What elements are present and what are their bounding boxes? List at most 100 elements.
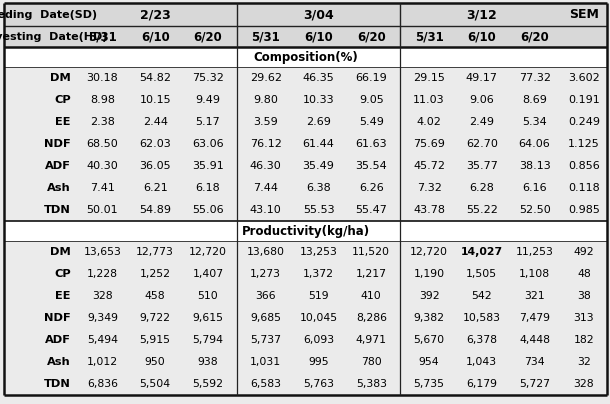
- Text: 9.80: 9.80: [253, 95, 278, 105]
- Text: 5.17: 5.17: [196, 117, 220, 127]
- Text: 328: 328: [92, 291, 113, 301]
- Text: 4,971: 4,971: [356, 335, 387, 345]
- Text: 542: 542: [472, 291, 492, 301]
- Bar: [4, 26, 607, 47]
- Text: 6,583: 6,583: [250, 379, 281, 389]
- Text: 38.13: 38.13: [518, 161, 550, 171]
- Text: 68.50: 68.50: [87, 139, 118, 149]
- Text: 0.985: 0.985: [568, 205, 600, 215]
- Text: 11.03: 11.03: [413, 95, 445, 105]
- Text: 1,043: 1,043: [466, 357, 497, 367]
- Text: 45.72: 45.72: [413, 161, 445, 171]
- Text: 32: 32: [577, 357, 591, 367]
- Text: 64.06: 64.06: [518, 139, 550, 149]
- Text: 9,382: 9,382: [414, 313, 445, 323]
- Text: CP: CP: [54, 269, 71, 279]
- Text: Composition(%): Composition(%): [253, 50, 358, 63]
- Text: 5,670: 5,670: [414, 335, 445, 345]
- Text: 734: 734: [525, 357, 545, 367]
- Text: 35.54: 35.54: [356, 161, 387, 171]
- Text: 12,720: 12,720: [189, 247, 227, 257]
- Text: 328: 328: [573, 379, 594, 389]
- Text: 35.49: 35.49: [303, 161, 334, 171]
- Text: 49.17: 49.17: [466, 73, 498, 83]
- Bar: [4, 221, 607, 241]
- Text: 29.15: 29.15: [413, 73, 445, 83]
- Text: 46.35: 46.35: [303, 73, 334, 83]
- Text: 492: 492: [573, 247, 594, 257]
- Text: 3/04: 3/04: [303, 8, 334, 21]
- Text: EE: EE: [56, 291, 71, 301]
- Text: EE: EE: [56, 117, 71, 127]
- Text: 0.249: 0.249: [568, 117, 600, 127]
- Text: NDF: NDF: [45, 313, 71, 323]
- Text: 11,253: 11,253: [515, 247, 553, 257]
- Text: 6/20: 6/20: [520, 30, 549, 43]
- Text: 5,737: 5,737: [250, 335, 281, 345]
- Text: Productivity(kg/ha): Productivity(kg/ha): [242, 225, 370, 238]
- Text: 5,494: 5,494: [87, 335, 118, 345]
- Text: 7,479: 7,479: [519, 313, 550, 323]
- Text: 6.38: 6.38: [306, 183, 331, 193]
- Text: 2/23: 2/23: [140, 8, 171, 21]
- Text: 14,027: 14,027: [461, 247, 503, 257]
- Text: 1,273: 1,273: [250, 269, 281, 279]
- Text: 6/20: 6/20: [357, 30, 386, 43]
- Text: 938: 938: [198, 357, 218, 367]
- Text: 458: 458: [145, 291, 165, 301]
- Text: 6/20: 6/20: [193, 30, 222, 43]
- Text: 12,720: 12,720: [410, 247, 448, 257]
- Text: 5/31: 5/31: [251, 30, 280, 43]
- Text: 66.19: 66.19: [356, 73, 387, 83]
- Text: 36.05: 36.05: [139, 161, 171, 171]
- Text: 6.26: 6.26: [359, 183, 384, 193]
- Text: 0.856: 0.856: [568, 161, 600, 171]
- Text: 8.69: 8.69: [522, 95, 547, 105]
- Text: 13,653: 13,653: [84, 247, 121, 257]
- Text: 77.32: 77.32: [518, 73, 551, 83]
- Text: 55.47: 55.47: [356, 205, 387, 215]
- Text: 780: 780: [361, 357, 382, 367]
- Text: 43.78: 43.78: [413, 205, 445, 215]
- Text: 5,383: 5,383: [356, 379, 387, 389]
- Text: 2.69: 2.69: [306, 117, 331, 127]
- Text: 35.77: 35.77: [466, 161, 498, 171]
- Text: 35.91: 35.91: [192, 161, 224, 171]
- Text: 5,794: 5,794: [192, 335, 223, 345]
- Text: 7.32: 7.32: [417, 183, 442, 193]
- Text: 8.98: 8.98: [90, 95, 115, 105]
- Text: 5,592: 5,592: [192, 379, 223, 389]
- Text: 182: 182: [573, 335, 594, 345]
- Text: 1,190: 1,190: [414, 269, 445, 279]
- Text: 954: 954: [418, 357, 439, 367]
- Text: 2.49: 2.49: [469, 117, 494, 127]
- Text: 8,286: 8,286: [356, 313, 387, 323]
- Text: 55.22: 55.22: [466, 205, 498, 215]
- Text: 50.01: 50.01: [87, 205, 118, 215]
- Text: 55.53: 55.53: [303, 205, 334, 215]
- Text: Ash: Ash: [47, 357, 71, 367]
- Text: 6.21: 6.21: [143, 183, 168, 193]
- Text: 62.03: 62.03: [139, 139, 171, 149]
- Text: 10,583: 10,583: [463, 313, 501, 323]
- Text: ADF: ADF: [45, 335, 71, 345]
- Text: 7.41: 7.41: [90, 183, 115, 193]
- Text: CP: CP: [54, 95, 71, 105]
- Text: 3.602: 3.602: [568, 73, 600, 83]
- Text: 6/10: 6/10: [141, 30, 170, 43]
- Text: 1,252: 1,252: [140, 269, 171, 279]
- Text: 392: 392: [418, 291, 439, 301]
- Text: 5,504: 5,504: [140, 379, 171, 389]
- Text: 995: 995: [308, 357, 329, 367]
- Text: 4.02: 4.02: [417, 117, 442, 127]
- Text: 5.34: 5.34: [522, 117, 547, 127]
- Text: 6,378: 6,378: [466, 335, 497, 345]
- Text: 76.12: 76.12: [249, 139, 282, 149]
- Text: 40.30: 40.30: [87, 161, 118, 171]
- Text: 5/31: 5/31: [88, 30, 117, 43]
- Text: 410: 410: [361, 291, 382, 301]
- Text: 366: 366: [256, 291, 276, 301]
- Text: 29.62: 29.62: [249, 73, 282, 83]
- Text: 0.191: 0.191: [568, 95, 600, 105]
- Text: 52.50: 52.50: [518, 205, 550, 215]
